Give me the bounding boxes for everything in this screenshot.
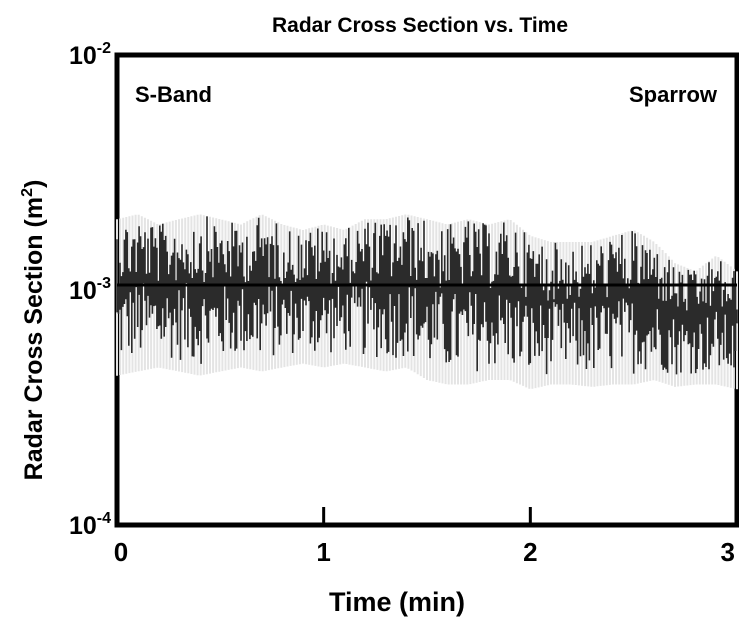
- y-axis-label: Radar Cross Section (m2): [19, 180, 48, 481]
- y-tick-label-exponent: -4: [97, 510, 111, 527]
- chart-title: Radar Cross Section vs. Time: [272, 14, 568, 37]
- y-tick-label-exponent: -2: [97, 40, 111, 57]
- x-tick-label: 1: [316, 537, 330, 567]
- y-tick-label-base: 10: [69, 277, 97, 305]
- y-axis-label-close: ): [20, 180, 48, 188]
- rcs-data-band: [116, 214, 738, 390]
- y-tick-label: 10-4: [69, 510, 111, 540]
- annotation-target: Sparrow: [629, 82, 718, 107]
- y-axis-label-main: Radar Cross Section (m: [20, 197, 48, 480]
- y-tick-label: 10-3: [69, 275, 111, 305]
- y-tick-label-base: 10: [69, 42, 97, 70]
- y-axis-ticks: 10-210-310-4: [69, 40, 111, 540]
- y-tick-label-exponent: -3: [97, 275, 111, 292]
- x-axis-label: Time (min): [329, 587, 465, 617]
- x-tick-label: 2: [523, 537, 537, 567]
- y-axis-label-sup: 2: [19, 188, 36, 197]
- y-tick-label-base: 10: [69, 512, 97, 540]
- x-tick-label: 0: [114, 537, 128, 567]
- y-tick-label: 10-2: [69, 40, 111, 70]
- x-axis-ticks: 0 1 2 3: [114, 507, 739, 567]
- annotation-band: S-Band: [135, 82, 212, 107]
- x-tick-label: 3: [721, 537, 735, 567]
- rcs-series-line: [116, 216, 738, 375]
